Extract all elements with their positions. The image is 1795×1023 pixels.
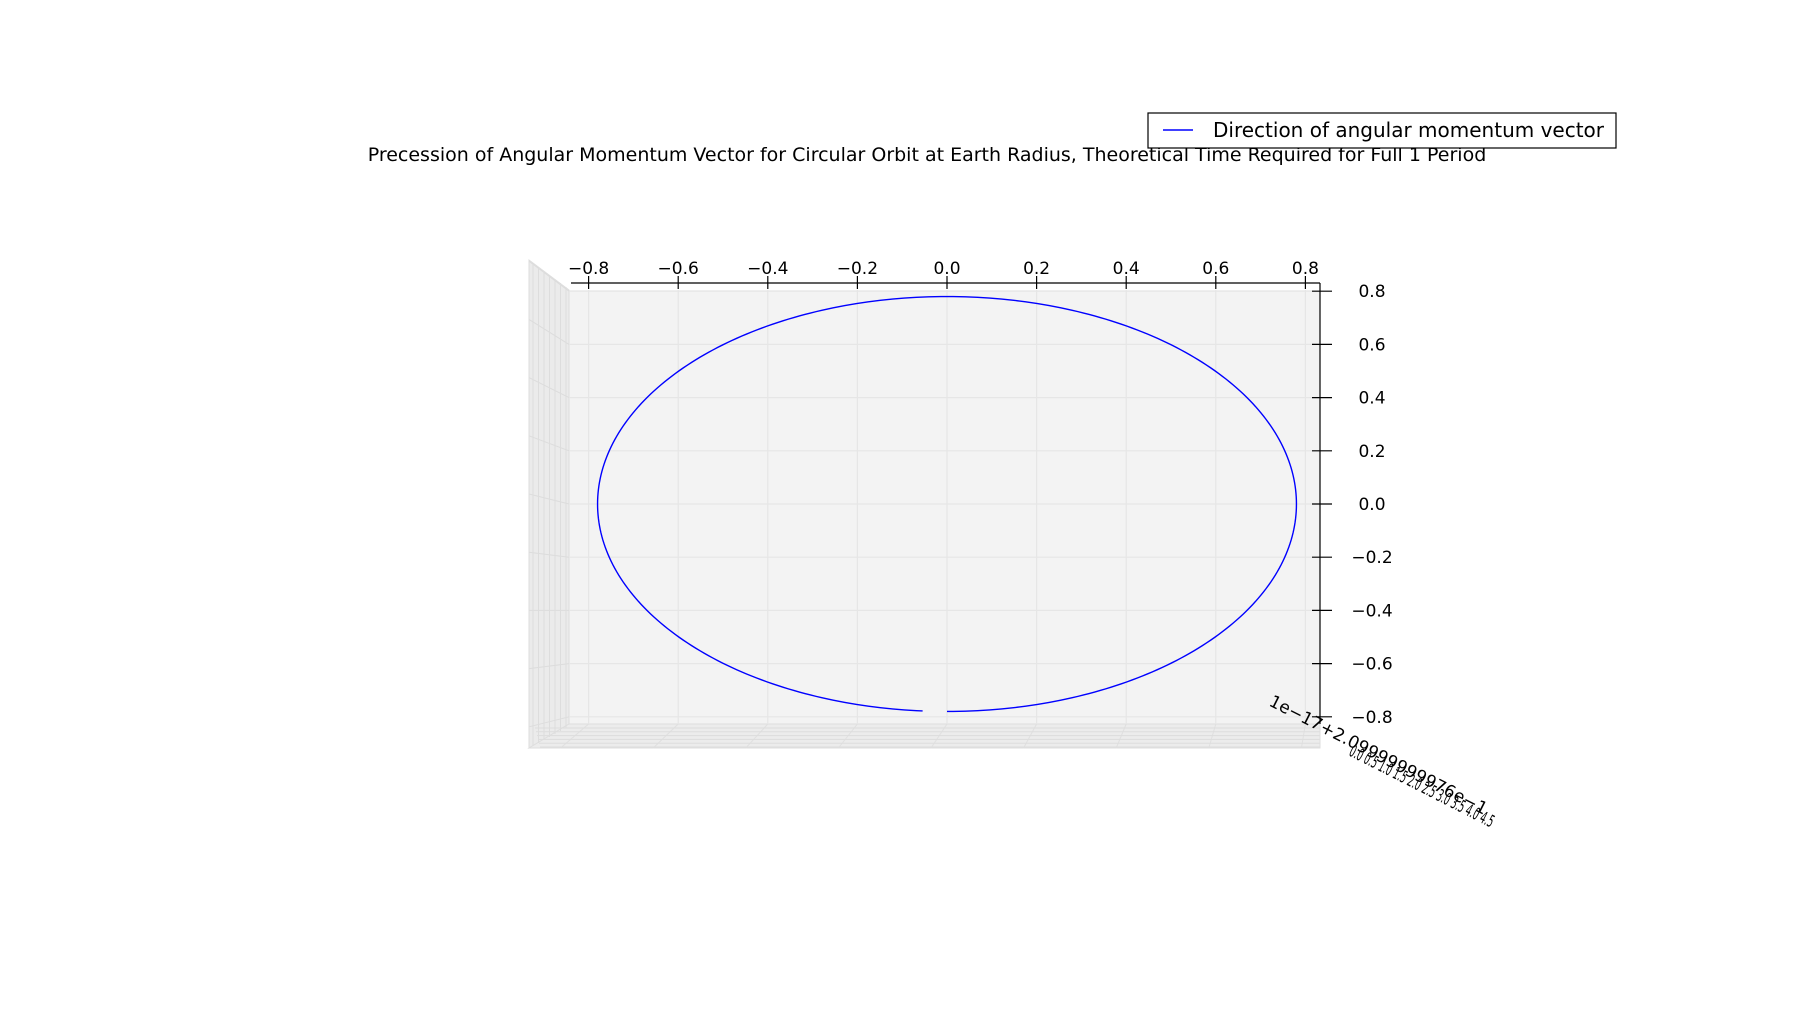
z-tick-label-7: −0.6: [1351, 655, 1392, 675]
series-layer: [596, 295, 1298, 713]
x-tick-label-0: −0.8: [568, 259, 609, 279]
z-tick-label-6: −0.4: [1351, 601, 1392, 621]
legend: Direction of angular momentum vector: [1147, 112, 1617, 149]
x-tick-label-5: 0.2: [1023, 259, 1050, 279]
series-line-0: [596, 295, 1298, 713]
x-tick-label-6: 0.4: [1113, 259, 1140, 279]
z-tick-label-8: −0.8: [1351, 708, 1392, 728]
legend-label: Direction of angular momentum vector: [1213, 118, 1605, 142]
z-tick-label-0: 0.8: [1358, 282, 1385, 302]
x-tick-label-3: −0.2: [837, 259, 878, 279]
back-pane: [569, 290, 1320, 724]
z-axis: 0.8 0.6 0.4 0.2 0.0 −0.2 −0.4 −0.6 −0.8: [1312, 282, 1393, 728]
z-tick-label-1: 0.6: [1358, 335, 1385, 355]
chart-title: Precession of Angular Momentum Vector fo…: [368, 144, 1487, 166]
x-tick-label-4: 0.0: [933, 259, 960, 279]
x-tick-label-8: 0.8: [1292, 259, 1319, 279]
z-tick-label-4: 0.0: [1358, 495, 1385, 515]
x-axis: −0.8 −0.6 −0.4 −0.2 0.0 0.2 0.4 0.6 0.8: [568, 259, 1320, 289]
z-tick-label-5: −0.2: [1351, 548, 1392, 568]
z-tick-label-3: 0.2: [1358, 442, 1385, 462]
x-tick-label-2: −0.4: [747, 259, 788, 279]
axes-3d: −0.8 −0.6 −0.4 −0.2 0.0 0.2 0.4 0.6 0.8 0.80.60.…: [527, 259, 1497, 832]
legend-frame: [1147, 112, 1617, 149]
z-tick-label-2: 0.4: [1358, 389, 1385, 409]
x-tick-label-1: −0.6: [658, 259, 699, 279]
x-tick-label-7: 0.6: [1202, 259, 1229, 279]
grid-lines: [528, 260, 1320, 749]
